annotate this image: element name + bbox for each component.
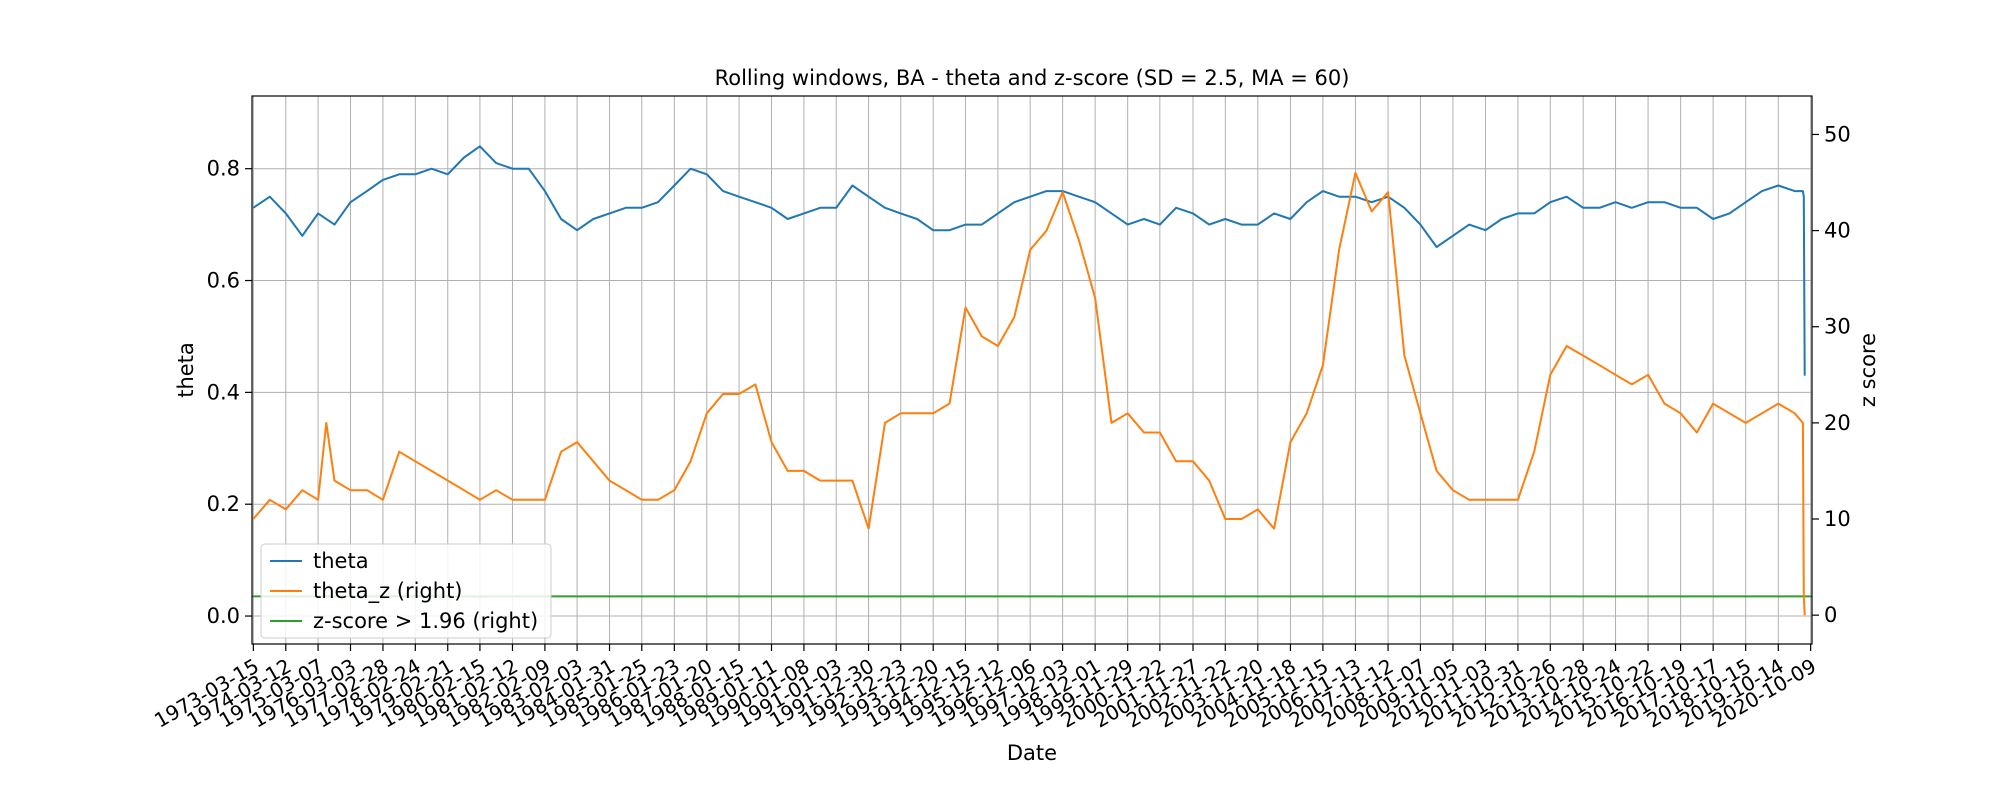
x-axis-label: Date: [1007, 741, 1057, 765]
right-axis: 0 10 20 30 40 50: [1812, 122, 1851, 627]
right-tick-label: 0: [1824, 603, 1837, 627]
left-tick-label: 0.4: [207, 380, 240, 404]
right-tick-label: 40: [1824, 219, 1851, 243]
y-axis-label-right: z score: [1856, 333, 1880, 407]
right-tick-label: 30: [1824, 315, 1851, 339]
right-tick-label: 10: [1824, 507, 1851, 531]
plot-frame: [251, 95, 1813, 645]
legend-label-z-threshold: z-score > 1.96 (right): [313, 609, 538, 633]
left-axis: 0.0 0.2 0.4 0.6 0.8: [207, 157, 252, 628]
legend-box: [260, 543, 552, 639]
left-tick-label: 0.6: [207, 269, 240, 293]
grid-lines: [252, 96, 1812, 644]
right-tick-label: 20: [1824, 411, 1851, 435]
series-line-theta-z: [252, 171, 1806, 616]
left-tick-label: 0.2: [207, 492, 240, 516]
legend-label-theta-z: theta_z (right): [313, 579, 463, 604]
left-tick-label: 0.8: [207, 157, 240, 181]
left-tick-label: 0.0: [207, 604, 240, 628]
legend: theta theta_z (right) z-score > 1.96 (ri…: [260, 543, 552, 639]
right-tick-label: 50: [1824, 122, 1851, 146]
x-axis: 1973-03-151974-03-121975-03-071976-03-03…: [150, 644, 1820, 733]
y-axis-label: theta: [174, 342, 198, 398]
legend-label-theta: theta: [313, 549, 369, 573]
chart-title: Rolling windows, BA - theta and z-score …: [715, 66, 1350, 90]
